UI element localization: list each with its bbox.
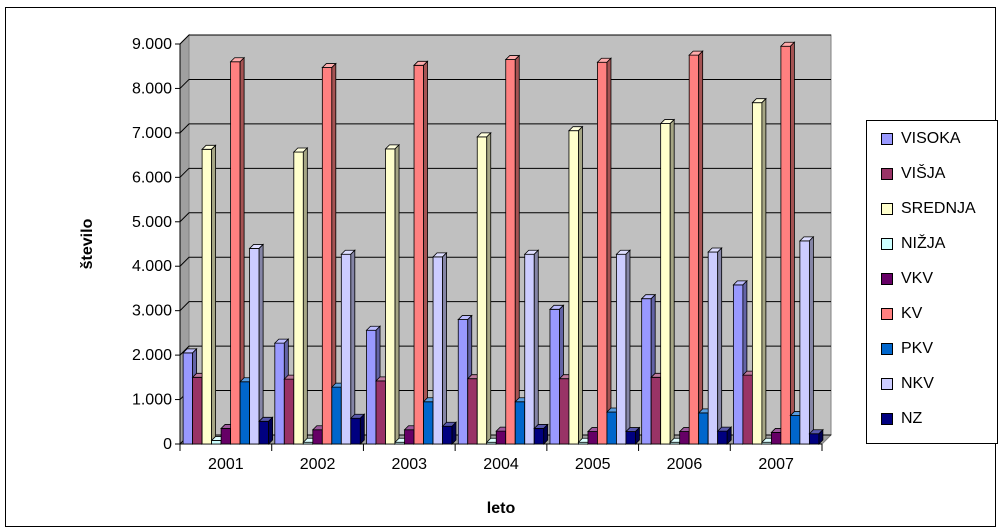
legend-item: SREDNJA (881, 199, 976, 219)
legend-swatch (881, 308, 893, 320)
legend-swatch (881, 378, 893, 390)
bar (441, 421, 458, 445)
legend-item: NIŽJA (881, 234, 945, 254)
x-tick-label: 2001 (208, 456, 244, 473)
legend-swatch (881, 273, 893, 285)
gridline (179, 34, 831, 45)
y-tick-label: 4.000 (132, 258, 172, 275)
gridline (179, 78, 831, 89)
bar (340, 249, 356, 445)
legend-item: NKV (881, 374, 934, 394)
x-tick-label: 2006 (667, 456, 703, 473)
bar (707, 247, 723, 445)
bar (716, 426, 733, 445)
legend-label: VISOKA (901, 130, 961, 147)
bar (659, 118, 676, 445)
x-axis: 2001 2002 2003 2004 2005 2006 2007 (179, 443, 823, 473)
bar-chart: 0 1.000 2.000 3.000 4.000 5.000 6.000 7.000 8.00… (79, 33, 833, 517)
bar (258, 416, 274, 445)
legend-item: KV (881, 304, 922, 324)
legend-label: NKV (901, 375, 934, 392)
legend-label: KV (901, 305, 923, 322)
bar (432, 251, 448, 445)
x-tick-label: 2002 (300, 456, 336, 473)
x-tick-label: 2003 (391, 456, 427, 473)
bar (504, 54, 521, 445)
bar (384, 143, 401, 445)
y-tick-label: 5.000 (132, 214, 172, 231)
y-tick-label: 9.000 (132, 36, 172, 53)
bar (596, 57, 612, 445)
bars (182, 41, 824, 445)
y-tick-label: 8.000 (132, 80, 172, 97)
x-tick-label: 2004 (483, 456, 519, 473)
bar (779, 41, 796, 445)
x-tick-label: 2005 (575, 456, 611, 473)
y-tick-label: 3.000 (132, 303, 172, 320)
legend-swatch (881, 203, 893, 215)
bar (523, 249, 540, 445)
bar (798, 235, 815, 445)
legend-swatch (881, 168, 893, 180)
x-axis-title: leto (487, 500, 516, 517)
legend-item: VIŠJA (881, 164, 945, 184)
legend-item: NZ (881, 409, 922, 429)
legend-label: SREDNJA (901, 200, 976, 217)
legend-label: NZ (901, 410, 923, 427)
legend-swatch (881, 343, 893, 355)
bar (476, 131, 492, 445)
legend-item: PKV (881, 339, 933, 359)
bar (567, 125, 584, 445)
bar (201, 144, 217, 445)
y-tick-label: 1.000 (132, 392, 172, 409)
bar (751, 97, 767, 445)
bar (615, 249, 631, 445)
y-tick-label: 7.000 (132, 125, 172, 142)
legend-item: VKV (881, 269, 933, 289)
legend-swatch (881, 238, 893, 250)
legend-item: VISOKA (881, 129, 961, 149)
y-tick-label: 2.000 (132, 347, 172, 364)
y-tick-label: 6.000 (132, 169, 172, 186)
bar (349, 413, 366, 445)
bar (248, 243, 265, 445)
gridline (179, 212, 831, 223)
chart-frame: 0 1.000 2.000 3.000 4.000 5.000 6.000 7.000 8.00… (5, 7, 998, 527)
bar (413, 60, 429, 445)
bar (624, 426, 641, 445)
legend-label: VKV (901, 270, 934, 287)
bar (229, 56, 246, 445)
y-tick-label: 0 (163, 436, 172, 453)
legend-swatch (881, 133, 893, 145)
y-axis-title: število (79, 218, 96, 269)
gridline (179, 123, 831, 134)
x-tick-label: 2007 (758, 456, 794, 473)
legend-label: NIŽJA (901, 235, 946, 252)
bar (533, 423, 549, 445)
legend-label: PKV (901, 340, 934, 357)
bar (808, 428, 824, 445)
y-axis: 0 1.000 2.000 3.000 4.000 5.000 6.000 7.000 8.00… (132, 36, 181, 453)
legend-swatch (881, 413, 893, 425)
bar (292, 147, 309, 445)
gridline (179, 167, 831, 178)
bar (688, 50, 704, 445)
legend: VISOKA VIŠJA SREDNJA NIŽJA VKV KV PKV NKV NZ (866, 120, 998, 444)
legend-label: VIŠJA (901, 165, 946, 182)
